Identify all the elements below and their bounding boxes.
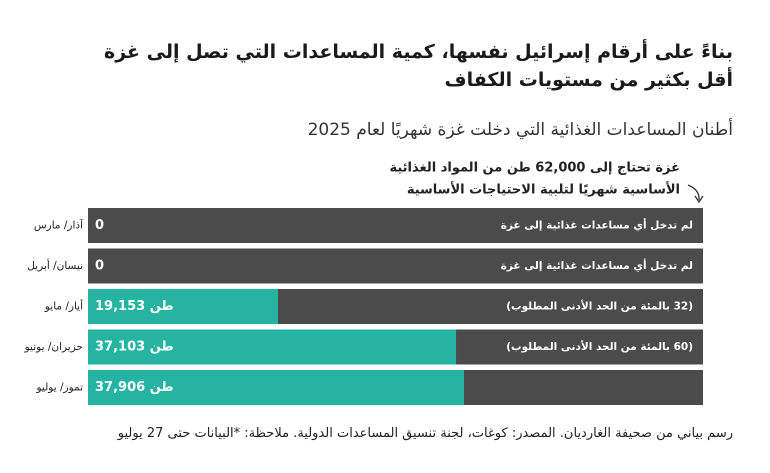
value-label: 19,153 طن: [95, 299, 174, 314]
value-label: 0: [95, 259, 104, 274]
chart-title: بناءً على أرقام إسرائيل نفسها، كمية المس…: [103, 41, 733, 91]
annotation-arrow: [687, 184, 700, 201]
annotation-arrowhead: [694, 195, 704, 204]
chart-subtitle: أطنان المساعدات الغذائية التي دخلت غزة ش…: [307, 120, 733, 140]
bar: [88, 370, 465, 405]
bar-track: [88, 208, 703, 243]
value-label: 0: [95, 218, 104, 233]
bar-note: (60 بالمئة من الحد الأدنى المطلوب): [506, 340, 693, 353]
bar: [88, 289, 278, 324]
chart-footer: رسم بياني من صحيفة الغارديان. المصدر: كو…: [117, 426, 733, 441]
category-label: آذار/ مارس: [34, 219, 84, 232]
annotation: الأساسية شهريًا لتلبية الاحتياجات الأساس…: [407, 181, 680, 198]
bar-note: لم تدخل أي مساعدات غذائية إلى غزة: [501, 218, 693, 232]
category-label: نيسان/ أبريل: [27, 258, 83, 272]
category-label: تموز/ يوليو: [35, 382, 83, 394]
category-label: حزيران/ يونيو: [24, 341, 83, 353]
bar-note: (32 بالمئة من الحد الأدنى المطلوب): [506, 300, 693, 313]
value-label: 37,906 طن: [95, 380, 174, 395]
bar-track: [88, 248, 703, 284]
bar-note: لم تدخل أي مساعدات غذائية إلى غزة: [501, 258, 693, 272]
category-label: أيار/ مايو: [44, 299, 83, 313]
bar: [88, 329, 457, 365]
annotation: غزة تحتاج إلى 62,000 طن من المواد الغذائ…: [389, 161, 680, 176]
value-label: 37,103 طن: [95, 340, 174, 355]
